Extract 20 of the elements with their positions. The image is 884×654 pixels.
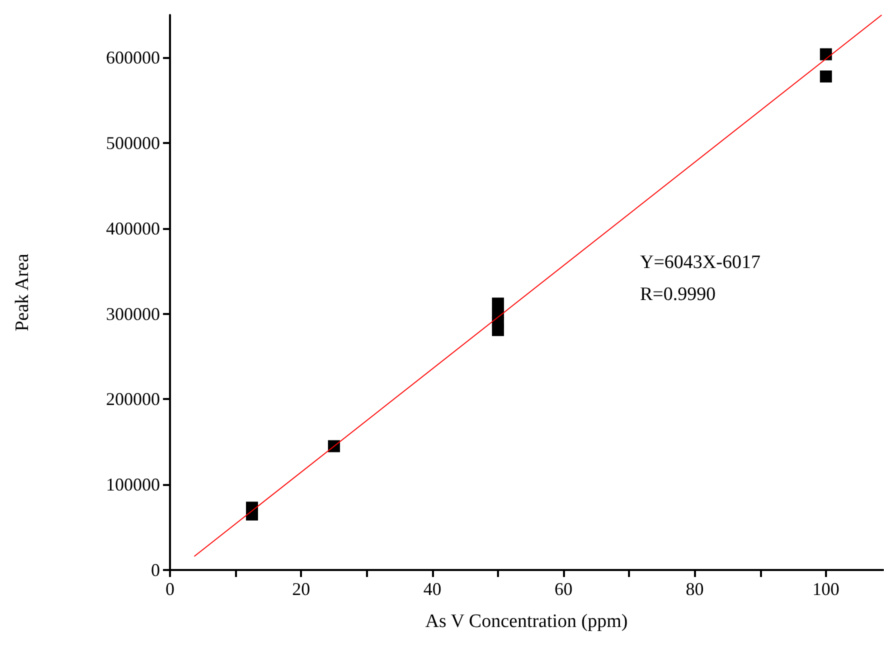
- annotation: R=0.9990: [640, 284, 716, 305]
- x-tick-label: 60: [554, 579, 573, 599]
- x-axis-title: As V Concentration (ppm): [425, 611, 628, 632]
- x-tick-label: 40: [423, 579, 442, 599]
- y-axis-title: Peak Area: [12, 253, 33, 332]
- annotation: Y=6043X-6017: [640, 252, 760, 273]
- y-tick-label: 300000: [106, 304, 160, 324]
- y-tick-label: 400000: [106, 218, 160, 238]
- x-tick-label: 0: [166, 579, 174, 599]
- point: [820, 48, 832, 60]
- x-tick-label: 20: [292, 579, 310, 599]
- x-tick-label: 100: [812, 579, 840, 599]
- y-tick-label: 600000: [106, 48, 160, 68]
- y-tick-label: 100000: [106, 474, 160, 495]
- y-tick-label: 200000: [106, 389, 160, 410]
- x-tick-label: 80: [686, 579, 704, 599]
- point: [820, 70, 832, 82]
- y-tick-label: 500000: [106, 133, 160, 154]
- y-tick-label: 0: [151, 560, 160, 580]
- point: [492, 324, 504, 336]
